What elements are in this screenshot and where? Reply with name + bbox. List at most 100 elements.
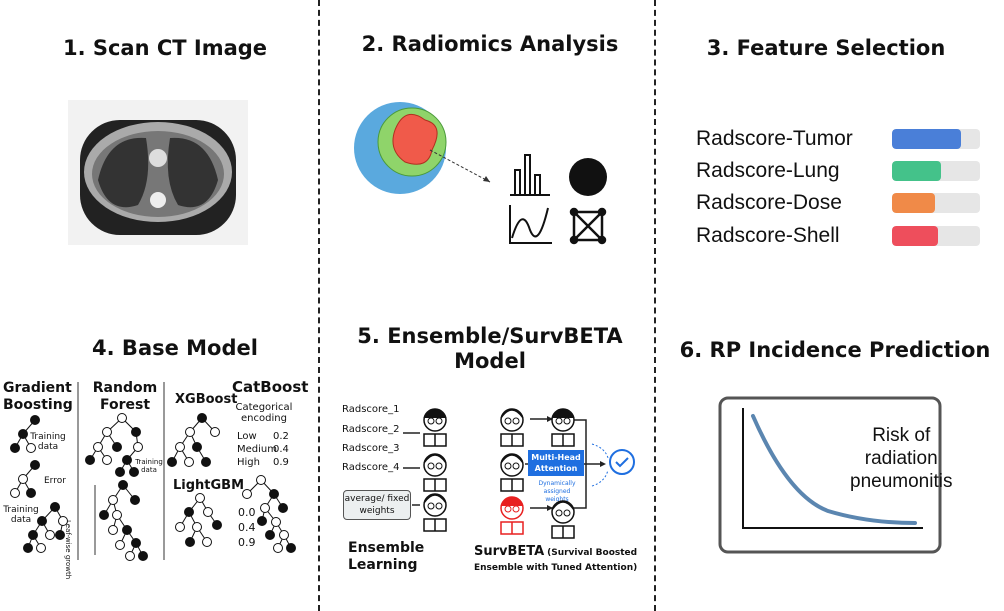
student-icon [551,408,575,447]
tree-node [203,507,213,517]
feature-label: Radscore-Shell [696,224,840,247]
tree-node [108,525,118,535]
radscore-1: Radscore_1 [342,404,400,415]
tree-node [28,530,38,540]
tree-node [212,520,222,530]
tree-node [175,442,185,452]
tree-node [286,543,296,553]
panel-6-title: 6. RP Incidence Prediction [679,338,991,362]
gb-training-data-2: Training data [3,505,39,525]
tree-node [257,516,267,526]
feature-label: Radscore-Lung [696,159,840,182]
feature-label: Radscore-Dose [696,191,842,214]
catboost-label: CatBoost [232,378,309,396]
student-icon [551,500,575,539]
dynamic-weights-label: Dynamically assigned weights [538,480,576,503]
tree-node [58,516,68,526]
tree-node [201,457,211,467]
tree-node [138,551,148,561]
tree-node [23,543,33,553]
tree-node [195,493,205,503]
student-icon [423,408,447,447]
tree-node [197,413,207,423]
panel-1-title: 1. Scan CT Image [62,36,268,60]
survbeta-label: SurvBETA (Survival Boosted Ensemble with … [474,544,638,573]
check-circle-icon [609,449,635,475]
radscore-3: Radscore_3 [342,443,400,454]
student-icon [423,453,447,492]
tree-node [265,530,275,540]
average-weights-box: average/ fixed weights [343,490,411,520]
tree-node [242,489,252,499]
tree-node [202,537,212,547]
tree-node [30,460,40,470]
tree-node [184,457,194,467]
tree-node [102,455,112,465]
tree-node [278,503,288,513]
tree-node [184,507,194,517]
ensemble-diagram [403,408,635,539]
feature-bar [892,161,980,181]
tree-node [10,488,20,498]
tree-node [185,537,195,547]
tree-node [131,427,141,437]
tree-node [210,427,220,437]
tree-node [36,543,46,553]
feature-label: Radscore-Tumor [696,127,853,150]
graph-network-icon [569,207,607,245]
lightgbm-value: 0.4 [238,521,256,534]
ensemble-learning-label: Ensemble Learning [348,540,425,573]
tree-node [175,522,185,532]
tree-node [55,530,65,540]
cat-encoding-table: Low 0.2 Medium0.4 High 0.9 [237,430,289,469]
student-icon [500,496,524,535]
tree-node [122,525,132,535]
tree-node [279,530,289,540]
tree-node [130,495,140,505]
tree-node [93,442,103,452]
panel-5-title: 5. Ensemble/SurvBETA Model [357,324,623,373]
cat-encoding-row: High 0.9 [237,457,289,468]
xgb-label: XGBoost [175,392,238,407]
tree-node [115,540,125,550]
lightgbm-value: 0.0 [238,506,256,519]
tree-node [125,551,135,561]
tree-node [112,510,122,520]
cat-encoding-label: Categorical encoding [235,402,293,424]
feature-bar-fill [892,193,936,213]
cat-encoding-row: Low 0.2 [237,431,289,442]
feature-bar [892,226,980,246]
tree-node [102,427,112,437]
tree-node [118,480,128,490]
feature-bar [892,193,980,213]
tree-node [185,427,195,437]
tree-node [108,495,118,505]
texture-curve-icon [509,205,552,244]
student-icon [500,453,524,492]
tree-diagrams [10,382,296,561]
rf-training-data: Training data [135,458,163,474]
tree-node [192,522,202,532]
radiomics-diagram [354,102,607,245]
panel-2-title: 2. Radiomics Analysis [361,32,619,56]
multi-head-attention-box: Multi-Head Attention [528,450,584,476]
histogram-icon [510,154,550,196]
tree-node [37,516,47,526]
ct-image [68,100,248,245]
tree-node [99,510,109,520]
risk-curve-chart [718,396,942,554]
cat-encoding-row: Medium0.4 [237,444,289,455]
feature-bar [892,129,980,149]
student-icon [423,493,447,532]
gb-training-data-1: Training data [30,432,66,452]
divider-right [654,0,656,611]
tree-node [112,442,122,452]
shape-circle-icon [569,158,607,196]
tree-node [256,475,266,485]
gb-label: Gradient Boosting [3,380,73,413]
student-icon [500,408,524,447]
lightgbm-values: 0.0 0.4 0.9 [238,505,256,550]
radscore-4: Radscore_4 [342,462,400,473]
lgbm-label: LightGBM [173,478,245,493]
feature-bar-fill [892,129,961,149]
